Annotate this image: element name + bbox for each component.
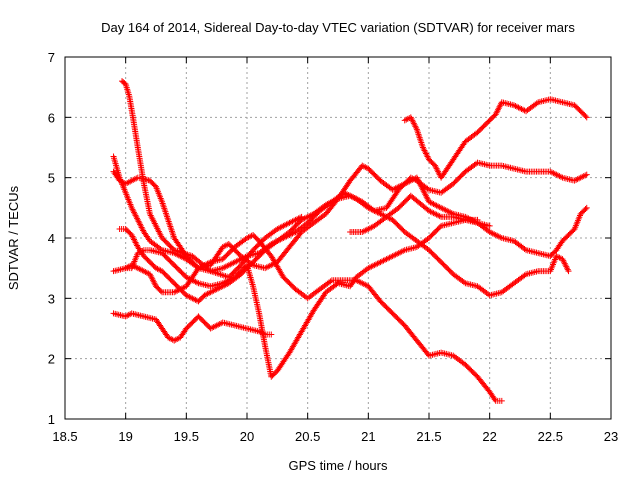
series-markers — [111, 310, 275, 343]
y-axis-label: SDTVAR / TECUs — [6, 185, 21, 290]
y-tick-label: 1 — [48, 412, 55, 427]
chart-title: Day 164 of 2014, Sidereal Day-to-day VTE… — [101, 20, 575, 35]
x-tick-label: 22.5 — [538, 429, 563, 444]
plot-area — [111, 78, 590, 404]
x-tick-label: 19.5 — [174, 429, 199, 444]
x-axis-label: GPS time / hours — [289, 458, 388, 473]
series-s2 — [111, 154, 572, 299]
series-s9 — [347, 193, 493, 235]
x-tick-label: 18.5 — [52, 429, 77, 444]
y-tick-label: 2 — [48, 352, 55, 367]
y-tick-label: 3 — [48, 291, 55, 306]
series-markers — [111, 163, 590, 272]
series-markers — [347, 193, 493, 235]
x-tick-label: 22 — [482, 429, 496, 444]
y-tick-label: 7 — [48, 50, 55, 65]
x-tick-label: 20 — [240, 429, 254, 444]
series-s3 — [111, 163, 590, 272]
y-tick-label: 4 — [48, 231, 55, 246]
x-tick-label: 21 — [361, 429, 375, 444]
x-tick-label: 23 — [604, 429, 618, 444]
x-tick-label: 19 — [118, 429, 132, 444]
x-tick-label: 20.5 — [295, 429, 320, 444]
y-tick-label: 5 — [48, 171, 55, 186]
series-markers — [402, 96, 590, 180]
series-markers — [111, 154, 572, 299]
series-s8 — [402, 96, 590, 180]
x-tick-label: 21.5 — [416, 429, 441, 444]
y-tick-label: 6 — [48, 110, 55, 125]
series-s6 — [111, 310, 275, 343]
